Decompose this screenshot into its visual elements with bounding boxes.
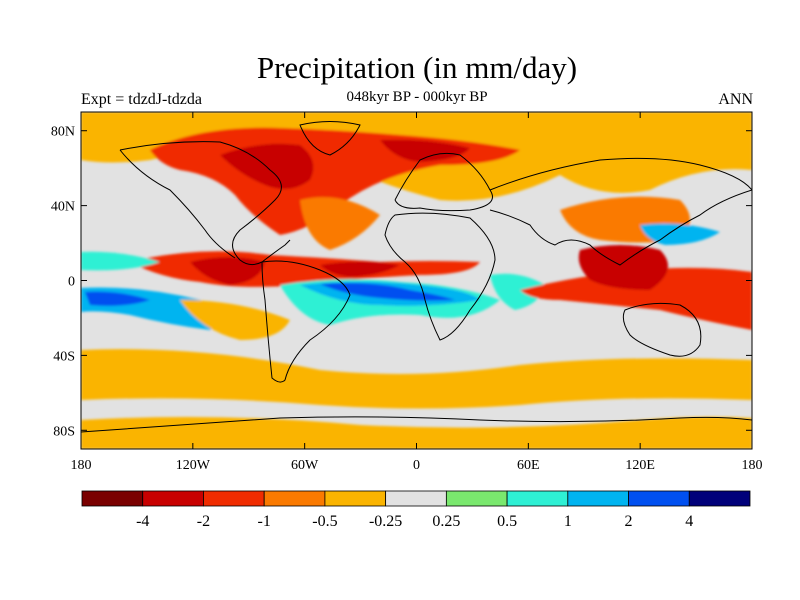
y-tick-label: 80N <box>51 125 75 140</box>
x-tick-label: 180 <box>742 458 763 473</box>
y-axis: 80N 40N 0 40S 80S <box>51 125 752 439</box>
colorbar-swatch <box>203 490 265 507</box>
colorbar-swatch <box>142 490 204 507</box>
colorbar-label: 0.5 <box>497 513 517 530</box>
colorbar-swatch <box>506 490 569 507</box>
colorbar-swatch <box>567 490 629 507</box>
colorbar-swatch <box>324 490 387 507</box>
colorbar-swatch <box>688 490 751 507</box>
x-tick-label: 60E <box>517 458 540 473</box>
anomaly-subtropical-south <box>180 300 290 340</box>
colorbar-swatch <box>81 490 144 507</box>
anomaly-southern-ocean-band <box>81 349 752 409</box>
y-tick-label: 40N <box>51 200 75 215</box>
x-tick-label: 120W <box>176 458 211 473</box>
colorbar-label: 0.25 <box>432 513 460 530</box>
coast-africa <box>384 212 496 341</box>
colorbar: -4 -2 -1 -0.5 -0.25 0.25 0.5 1 2 4 <box>81 490 751 530</box>
coast-north-america-west <box>119 149 236 259</box>
anomaly-pacific-wet-band <box>81 251 160 271</box>
colorbar-label: -0.25 <box>369 513 402 530</box>
x-axis: 180 120W 60W 0 60E 120E 180 <box>71 112 763 473</box>
coastlines <box>81 121 752 433</box>
x-tick-label: 180 <box>71 458 92 473</box>
coast-north-america <box>119 141 291 266</box>
precipitation-field <box>81 112 752 449</box>
colorbar-label: 1 <box>564 513 572 530</box>
x-tick-label: 0 <box>413 458 420 473</box>
coast-asia <box>489 157 752 266</box>
anomaly-atlantic-itcz-core <box>320 261 400 277</box>
colorbar-label: -0.5 <box>312 513 337 530</box>
coast-south-america <box>261 260 351 383</box>
y-tick-label: 40S <box>53 349 75 364</box>
colorbar-swatch <box>628 490 690 507</box>
colorbar-swatch <box>445 490 508 507</box>
anomaly-maritime-core <box>578 245 668 290</box>
chart-title: Precipitation (in mm/day) <box>256 50 578 85</box>
colorbar-swatch <box>385 490 447 507</box>
colorbar-label: 4 <box>685 513 693 530</box>
colorbar-label: -2 <box>197 513 210 530</box>
coast-australia <box>622 302 702 357</box>
y-tick-label: 80S <box>53 424 75 439</box>
y-tick-label: 0 <box>68 275 75 290</box>
anomaly-indian-ocean-wet <box>490 273 545 310</box>
colorbar-label: -4 <box>136 513 149 530</box>
chart-subtitle: 048kyr BP - 000kyr BP <box>346 89 488 105</box>
anomaly-south-atlantic-core <box>320 282 455 301</box>
experiment-label: Expt = tdzdJ-tdzda <box>81 91 202 108</box>
season-label: ANN <box>718 91 753 108</box>
anomaly-antarctic-band <box>81 416 752 449</box>
anomaly-atlantic-orange <box>300 197 380 250</box>
anomaly-nordic-core <box>380 139 470 162</box>
colorbar-swatch <box>263 490 326 507</box>
anomaly-maritime-dry <box>520 267 752 330</box>
anomaly-south-pacific-core <box>85 291 150 306</box>
coast-antarctica <box>81 416 752 433</box>
colorbar-label: -1 <box>258 513 271 530</box>
x-tick-label: 120E <box>625 458 655 473</box>
x-tick-label: 60W <box>291 458 319 473</box>
coast-greenland <box>299 121 361 156</box>
colorbar-label: 2 <box>625 513 633 530</box>
